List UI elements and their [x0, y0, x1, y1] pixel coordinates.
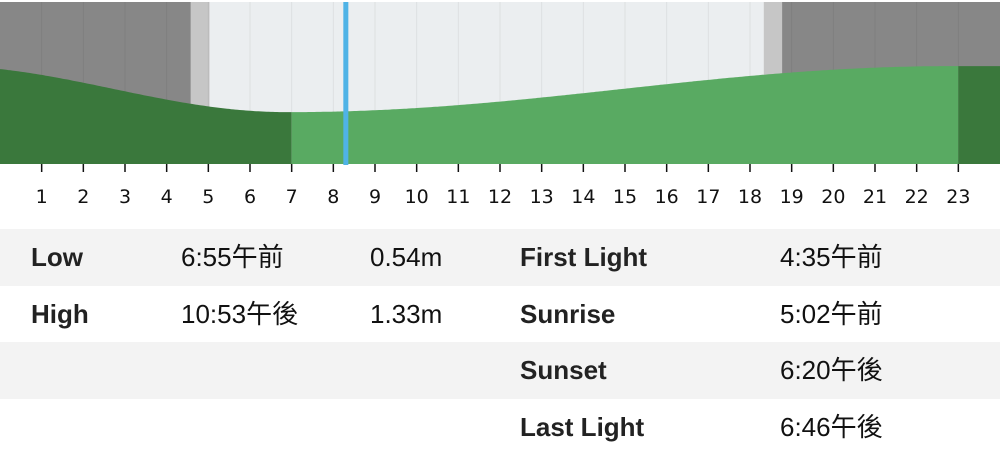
hour-tick-label: 22	[905, 186, 929, 208]
table-row: Sunset 6:20午後	[0, 342, 1000, 399]
hour-tick-label: 14	[571, 186, 595, 208]
hour-tick-label: 16	[655, 186, 679, 208]
sun-event-label: Sunrise	[520, 298, 616, 329]
hour-tick-label: 6	[244, 186, 256, 208]
tide-time: 6:55午前	[181, 242, 284, 272]
table-row: Last Light 6:46午後	[0, 399, 1000, 456]
hour-tick-label: 11	[446, 186, 470, 208]
tide-height: 1.33m	[370, 298, 443, 329]
hour-tick-label: 12	[488, 186, 512, 208]
hour-tick-label: 17	[696, 186, 720, 208]
current-time-line	[343, 2, 349, 165]
tide-area-past	[0, 69, 292, 164]
tide-height: 0.54m	[370, 242, 443, 272]
sun-event-time: 5:02午前	[780, 298, 883, 329]
hour-tick-label: 8	[327, 186, 339, 208]
sun-event-time: 4:35午前	[780, 242, 883, 272]
sun-event-label: First Light	[520, 242, 648, 272]
tide-area-highlight	[291, 66, 959, 164]
tide-type: Low	[31, 242, 83, 272]
hour-tick-label: 2	[77, 186, 89, 208]
table-row: Low 6:55午前 0.54m First Light 4:35午前	[0, 229, 1000, 286]
sun-event-label: Last Light	[520, 411, 645, 442]
hour-tick-label: 3	[119, 186, 131, 208]
hour-tick-label: 19	[780, 186, 804, 208]
tide-type: High	[31, 298, 89, 329]
tide-sun-table: Low 6:55午前 0.54m First Light 4:35午前 High…	[0, 229, 1000, 455]
hour-tick-label: 20	[821, 186, 845, 208]
hour-tick-label: 1	[36, 186, 48, 208]
sun-event-time: 6:20午後	[780, 355, 883, 385]
hour-tick-label: 23	[946, 186, 970, 208]
sun-event-time: 6:46午後	[780, 411, 883, 442]
hour-tick-label: 13	[530, 186, 554, 208]
hour-tick-label: 4	[161, 186, 173, 208]
hour-tick-label: 7	[286, 186, 298, 208]
tide-time: 10:53午後	[181, 298, 299, 329]
hour-tick-label: 21	[863, 186, 887, 208]
hour-tick-label: 5	[202, 186, 214, 208]
hour-tick-label: 15	[613, 186, 637, 208]
sun-event-label: Sunset	[520, 355, 607, 385]
table-row: High 10:53午後 1.33m Sunrise 5:02午前	[0, 286, 1000, 343]
hour-tick-label: 9	[369, 186, 381, 208]
tide-chart: 1 2 3 4 5 6 7 8 9 10 11 12 13 14 15 16 17 18 19 20 21 22 23	[0, 2, 1000, 208]
tide-area-future	[958, 66, 1000, 164]
hour-tick-label: 18	[738, 186, 762, 208]
hour-tick-label: 10	[405, 186, 429, 208]
